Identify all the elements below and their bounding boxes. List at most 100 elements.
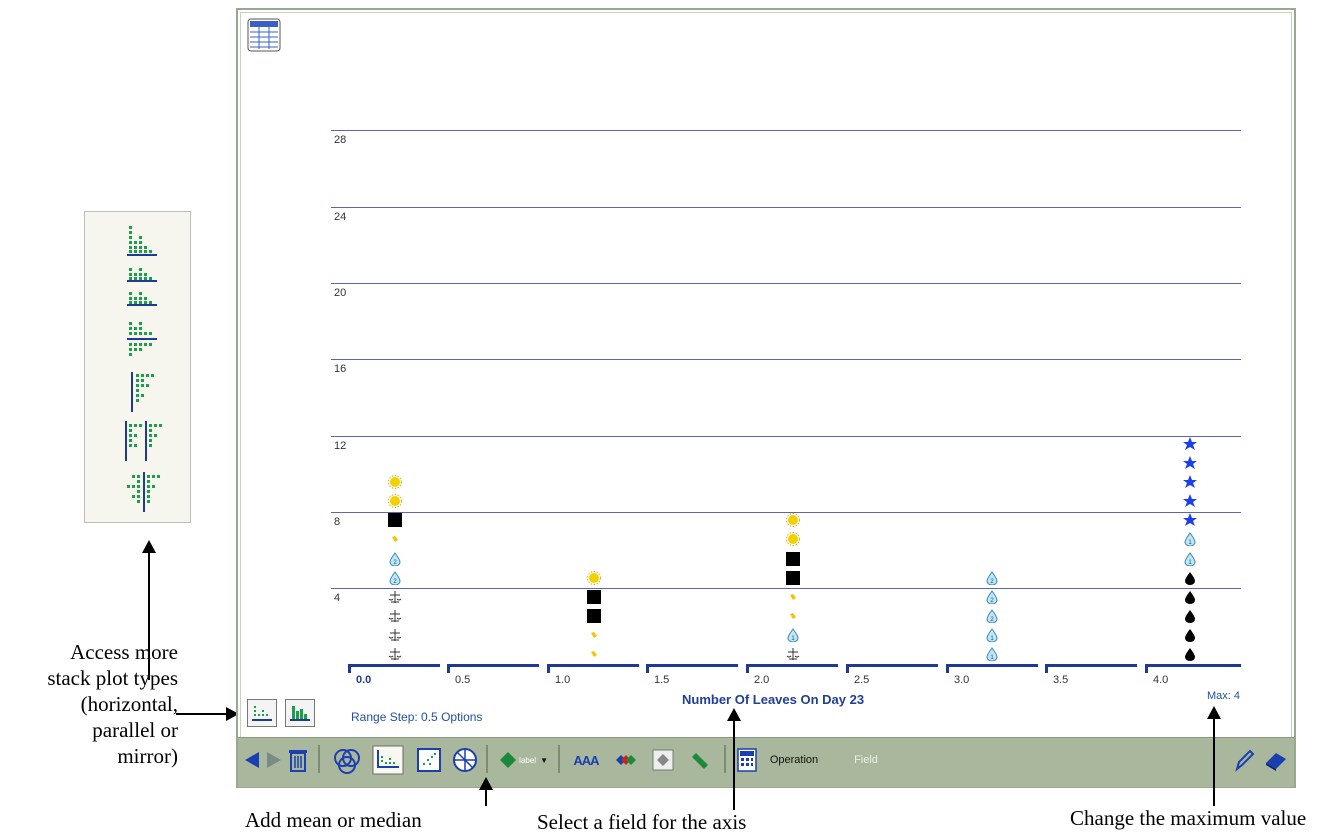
stack-mark-drop-1[interactable]: 1 bbox=[786, 628, 800, 642]
stack-mark-square[interactable] bbox=[388, 513, 402, 528]
table-view-icon[interactable] bbox=[247, 18, 281, 52]
stack-mark-square[interactable] bbox=[786, 551, 800, 566]
axis-bin-7[interactable]: 3.5 bbox=[1045, 664, 1137, 686]
stack-mark-black-drop[interactable] bbox=[1183, 571, 1197, 585]
stack-mark-drop-1[interactable]: 1 bbox=[985, 628, 999, 642]
histogram-button[interactable] bbox=[285, 699, 315, 727]
stack-mark-drop-2[interactable]: 2 bbox=[388, 551, 402, 566]
y-tick-label: 4 bbox=[334, 592, 341, 604]
text-style-label: AAA bbox=[573, 752, 599, 768]
arrowhead-up-icon bbox=[1207, 706, 1221, 719]
annotation-arrow-max bbox=[1213, 714, 1215, 806]
stack-mark-black-drop[interactable] bbox=[1183, 628, 1197, 642]
stack-type-horizontal-icon[interactable] bbox=[131, 372, 154, 412]
stack-mark-drop-1[interactable]: 1 bbox=[985, 647, 999, 661]
operation-label[interactable]: Operation bbox=[769, 754, 819, 766]
venn-plot-icon[interactable] bbox=[332, 745, 362, 775]
pie-plot-icon[interactable] bbox=[450, 745, 480, 775]
stack-mark-dash[interactable] bbox=[587, 628, 601, 642]
stack-mark-sun[interactable] bbox=[388, 475, 402, 490]
label-button[interactable]: label ▼ bbox=[498, 745, 548, 775]
axis-bin-1[interactable]: 0.5 bbox=[447, 664, 539, 686]
stack-mark-scale[interactable] bbox=[786, 647, 800, 661]
color-key-icon[interactable] bbox=[686, 745, 716, 775]
stack-type-parallel-icon[interactable] bbox=[127, 268, 157, 306]
stack-mark-star[interactable] bbox=[1183, 494, 1197, 508]
svg-text:1: 1 bbox=[1188, 560, 1192, 566]
eraser-icon[interactable] bbox=[1262, 745, 1290, 775]
stack-mark-scale[interactable] bbox=[388, 628, 402, 642]
stack-mark-black-drop[interactable] bbox=[1183, 609, 1197, 623]
forward-arrow-icon[interactable] bbox=[264, 745, 284, 775]
axis-bin-3[interactable]: 1.5 bbox=[646, 664, 738, 686]
pencil-note-icon[interactable] bbox=[1232, 745, 1256, 775]
stack-mark-scale[interactable] bbox=[388, 609, 402, 623]
svg-text:1: 1 bbox=[990, 655, 994, 661]
gridline bbox=[331, 283, 1241, 284]
axis-bin-5[interactable]: 2.5 bbox=[846, 664, 938, 686]
annotation-arrow-up-panel bbox=[148, 548, 150, 680]
options-link[interactable]: Options bbox=[441, 710, 483, 724]
stack-mark-square[interactable] bbox=[587, 589, 601, 604]
field-label[interactable]: Field bbox=[854, 754, 878, 766]
stack-mark-star[interactable] bbox=[1183, 475, 1197, 489]
stack-mark-drop-2[interactable]: 2 bbox=[985, 570, 999, 585]
svg-text:2: 2 bbox=[393, 560, 397, 566]
stack-mark-dash[interactable] bbox=[786, 609, 800, 623]
stack-mark-drop-1[interactable]: 1 bbox=[1183, 551, 1197, 566]
bin-label: 2.0 bbox=[754, 674, 770, 686]
trash-icon[interactable] bbox=[286, 745, 310, 775]
stack-mark-black-drop[interactable] bbox=[1183, 647, 1197, 661]
back-arrow-icon[interactable] bbox=[242, 745, 262, 775]
stack-type-horizontal-mirror-icon[interactable] bbox=[127, 472, 160, 512]
stack-mark-drop-2[interactable]: 2 bbox=[985, 608, 999, 623]
stack-mark-dash[interactable] bbox=[786, 590, 800, 604]
shape-key-icon[interactable] bbox=[648, 745, 678, 775]
axis-bin-0[interactable]: 0.0 bbox=[348, 664, 440, 686]
stack-mark-star[interactable] bbox=[1183, 513, 1197, 527]
stack-mark-scale[interactable] bbox=[388, 647, 402, 661]
axis-bin-4[interactable]: 2.0 bbox=[746, 664, 838, 686]
stack-mark-sun[interactable] bbox=[786, 532, 800, 547]
stack-mark-sun[interactable] bbox=[587, 570, 601, 585]
stack-mark-drop-2[interactable]: 2 bbox=[388, 570, 402, 585]
toolbar-divider bbox=[558, 745, 560, 773]
stack-plot-button[interactable] bbox=[247, 699, 277, 727]
range-step-label: Range Step: 0.5 bbox=[351, 710, 438, 724]
stack-mark-star[interactable] bbox=[1183, 456, 1197, 470]
stack-mark-dash[interactable] bbox=[587, 647, 601, 661]
color-diamonds-icon[interactable] bbox=[610, 745, 640, 775]
scatter-plot-icon[interactable] bbox=[414, 745, 444, 775]
stack-type-horizontal-parallel-icon[interactable] bbox=[125, 421, 162, 461]
axis-bin-2[interactable]: 1.0 bbox=[547, 664, 639, 686]
stack-plot-icon[interactable] bbox=[372, 745, 404, 775]
stack-mark-square[interactable] bbox=[786, 570, 800, 585]
stack-mark-scale[interactable] bbox=[388, 590, 402, 604]
bin-label: 1.0 bbox=[555, 674, 571, 686]
text-style-button[interactable]: AAA bbox=[568, 745, 604, 775]
axis-bin-8[interactable]: 4.0 bbox=[1145, 664, 1241, 686]
gridline bbox=[331, 207, 1241, 208]
svg-text:2: 2 bbox=[990, 579, 994, 585]
stack-mark-sun[interactable] bbox=[388, 494, 402, 509]
stack-mark-sun[interactable] bbox=[786, 513, 800, 528]
toolbar-divider bbox=[724, 745, 726, 773]
calculator-icon[interactable] bbox=[734, 745, 760, 775]
stack-type-mirror-icon[interactable] bbox=[127, 322, 157, 356]
stack-mark-drop-2[interactable]: 2 bbox=[985, 589, 999, 604]
axis-field-title[interactable]: Number Of Leaves On Day 23 bbox=[682, 692, 865, 707]
stack-mark-square[interactable] bbox=[587, 608, 601, 623]
stack-mark-drop-1[interactable]: 1 bbox=[1183, 532, 1197, 547]
axis-bin-6[interactable]: 3.0 bbox=[946, 664, 1038, 686]
stack-mark-dash[interactable] bbox=[388, 532, 402, 546]
stack-type-vertical-icon[interactable] bbox=[127, 226, 157, 256]
label-button-text: label bbox=[519, 755, 537, 765]
annotation-mean-median: Add mean or median bbox=[245, 808, 422, 832]
stack-mark-black-drop[interactable] bbox=[1183, 590, 1197, 604]
annotation-change-max: Change the maximum value bbox=[1070, 806, 1307, 830]
plot-window bbox=[236, 8, 1296, 788]
arrowhead-up-icon bbox=[727, 708, 741, 721]
svg-text:1: 1 bbox=[990, 636, 994, 642]
max-value-label[interactable]: Max: 4 bbox=[1207, 690, 1241, 702]
stack-mark-star[interactable] bbox=[1183, 436, 1197, 451]
